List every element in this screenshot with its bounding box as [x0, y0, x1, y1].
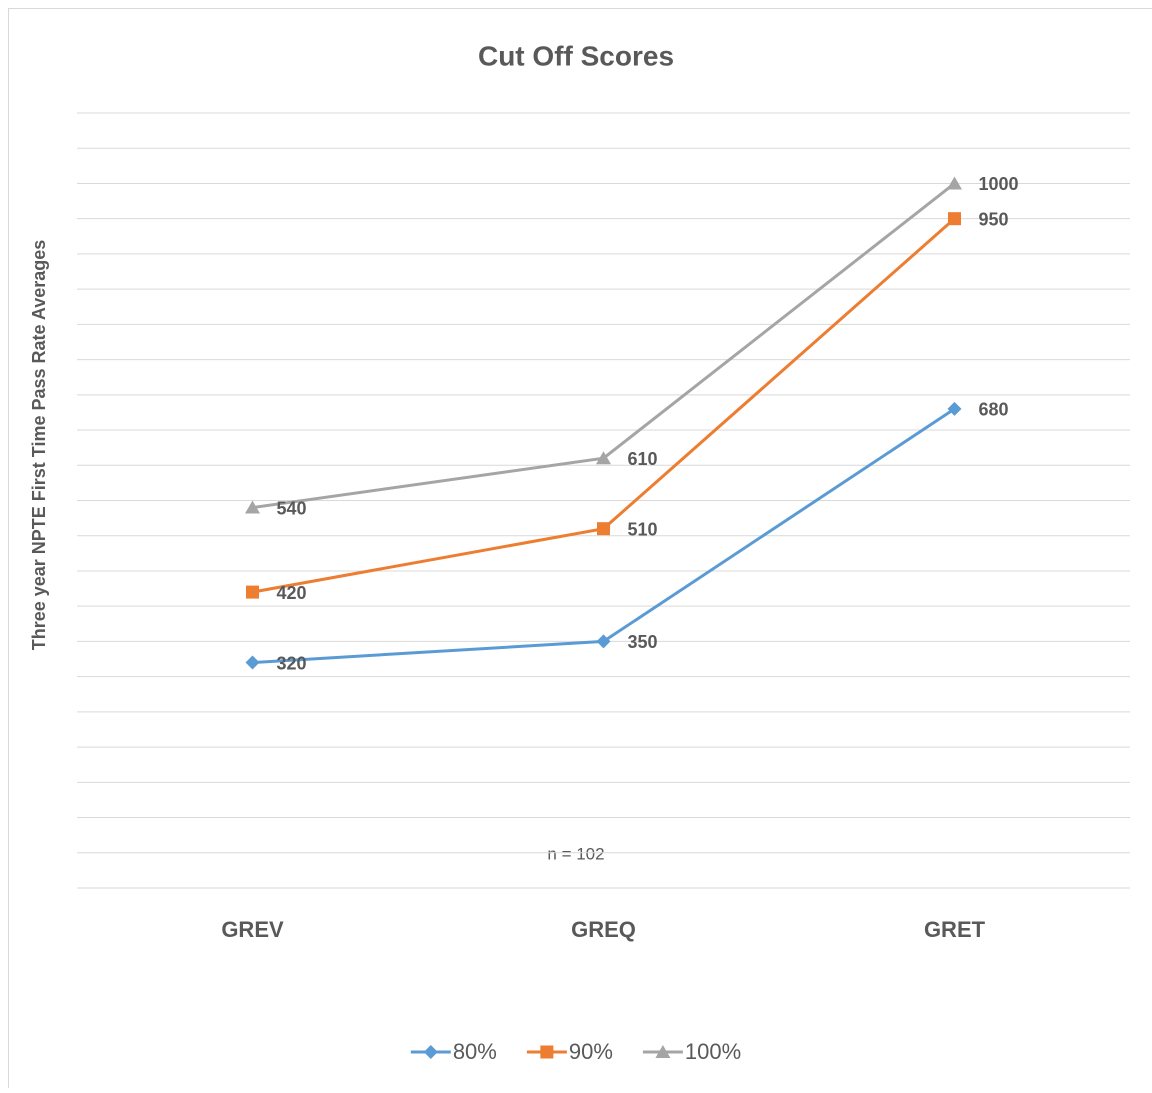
- x-tick-label: GREQ: [571, 917, 636, 942]
- data-label: 1000: [979, 174, 1019, 194]
- data-label: 510: [628, 519, 658, 539]
- data-label: 610: [628, 449, 658, 469]
- x-axis-label: n = 102: [547, 844, 604, 863]
- data-label: 320: [277, 653, 307, 673]
- legend-label: 100%: [685, 1039, 741, 1064]
- legend-label: 90%: [569, 1039, 613, 1064]
- data-label: 950: [979, 209, 1009, 229]
- y-axis-label: Three year NPTE First Time Pass Rate Ave…: [29, 240, 49, 651]
- x-tick-label: GRET: [924, 917, 986, 942]
- x-tick-label: GREV: [221, 917, 284, 942]
- marker: [246, 586, 259, 599]
- data-label: 680: [979, 400, 1009, 420]
- marker: [597, 522, 610, 535]
- marker: [540, 1046, 553, 1059]
- data-label: 540: [277, 498, 307, 518]
- legend-label: 80%: [453, 1039, 497, 1064]
- marker: [948, 212, 961, 225]
- data-label: 350: [628, 632, 658, 652]
- chart-title: Cut Off Scores: [478, 40, 674, 71]
- data-label: 420: [277, 583, 307, 603]
